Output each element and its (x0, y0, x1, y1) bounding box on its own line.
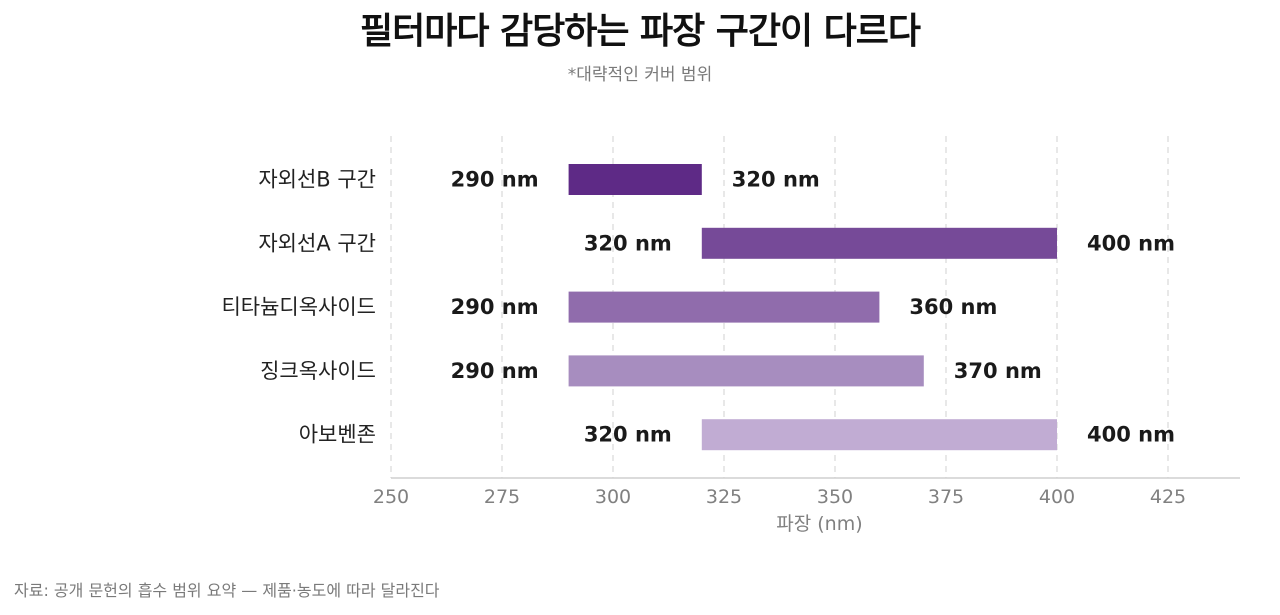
range-bar (568, 291, 880, 323)
x-tick-label: 275 (484, 486, 520, 508)
x-tick-label: 325 (706, 486, 742, 508)
range-bar (568, 355, 924, 387)
start-value-label: 290 nm (451, 295, 539, 319)
category-label: 징크옥사이드 (260, 359, 376, 383)
category-label: 티타늄디옥사이드 (221, 295, 376, 319)
category-label: 자외선A 구간 (258, 231, 376, 255)
start-value-label: 320 nm (584, 231, 672, 255)
end-value-label: 400 nm (1087, 423, 1175, 447)
start-value-label: 290 nm (451, 359, 539, 383)
start-value-label: 320 nm (584, 423, 672, 447)
range-bar (701, 227, 1057, 259)
category-label: 자외선B 구간 (258, 168, 376, 192)
x-tick-label: 300 (595, 486, 631, 508)
end-value-label: 370 nm (954, 359, 1042, 383)
end-value-label: 320 nm (732, 168, 820, 192)
x-axis-title: 파장 (nm) (776, 513, 862, 535)
source-note: 자료: 공개 문헌의 흡수 범위 요약 — 제품·농도에 따라 달라진다 (14, 581, 440, 600)
x-tick-label: 250 (373, 486, 409, 508)
start-value-label: 290 nm (451, 168, 539, 192)
x-tick-label: 350 (817, 486, 853, 508)
end-value-label: 400 nm (1087, 231, 1175, 255)
x-tick-label: 375 (928, 486, 964, 508)
end-value-label: 360 nm (909, 295, 997, 319)
x-tick-label: 400 (1039, 486, 1075, 508)
range-bar (568, 164, 702, 195)
chart-title: 필터마다 감당하는 파장 구간이 다르다 (359, 11, 921, 52)
range-bar (701, 419, 1057, 451)
category-label: 아보벤존 (299, 423, 376, 447)
chart-subtitle: *대략적인 커버 범위 (567, 65, 713, 85)
x-tick-label: 425 (1150, 486, 1186, 508)
